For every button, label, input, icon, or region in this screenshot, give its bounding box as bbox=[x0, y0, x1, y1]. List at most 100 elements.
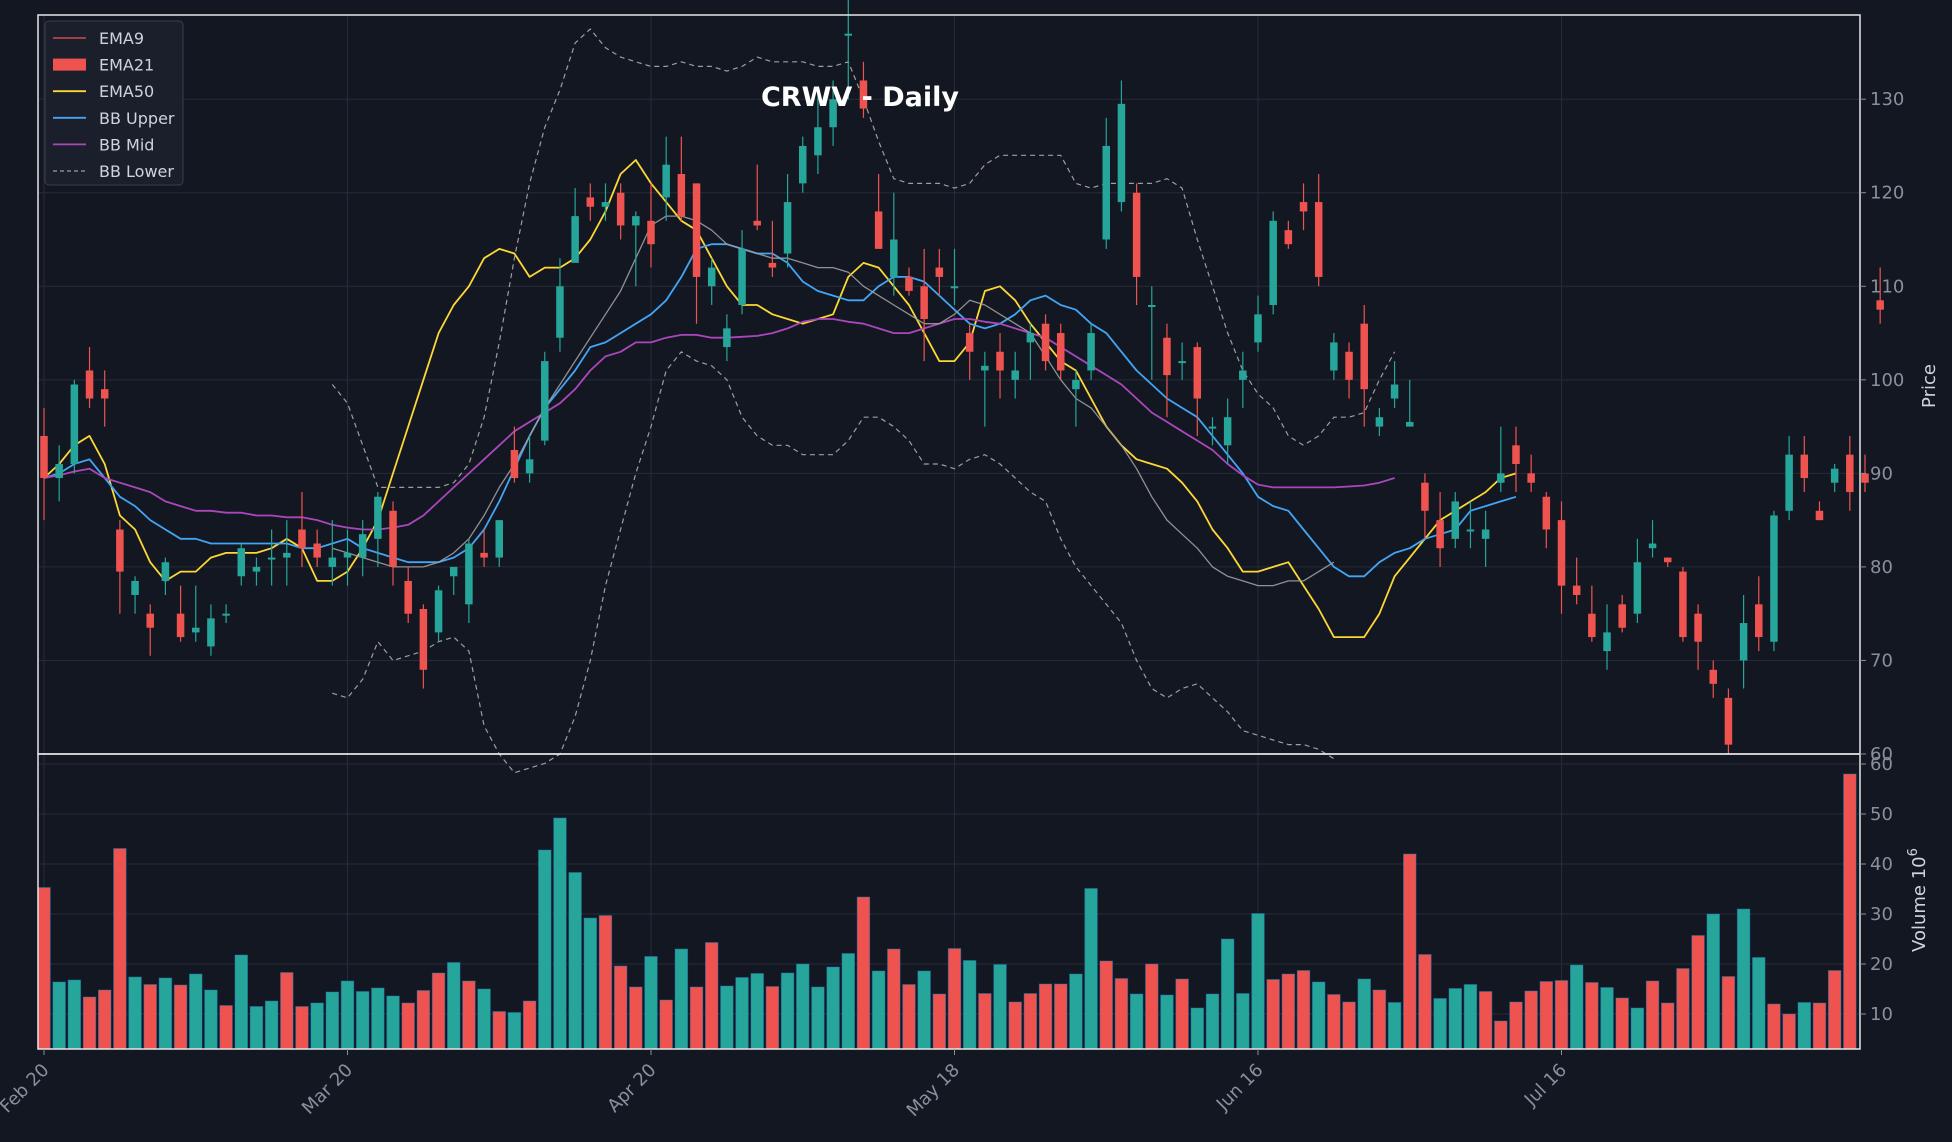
volume-bar bbox=[978, 993, 992, 1050]
candle bbox=[1087, 323, 1095, 380]
candle bbox=[480, 529, 488, 567]
candle bbox=[1785, 435, 1793, 521]
volume-bar bbox=[67, 979, 82, 1050]
volume-bar bbox=[765, 986, 780, 1050]
price-tick-label: 110 bbox=[1870, 276, 1904, 297]
candle bbox=[207, 604, 215, 656]
candle bbox=[465, 538, 473, 624]
volume-bar bbox=[522, 1000, 537, 1050]
candle bbox=[890, 192, 898, 296]
candle bbox=[192, 585, 200, 642]
candle-body bbox=[449, 566, 458, 577]
candle bbox=[920, 248, 928, 362]
candle-body bbox=[1451, 501, 1460, 539]
volume-bar bbox=[1327, 994, 1341, 1050]
chart-title: CRWV - Daily bbox=[761, 82, 959, 113]
candle-body bbox=[404, 580, 412, 614]
candle-body bbox=[480, 552, 488, 558]
candle bbox=[1648, 520, 1657, 558]
candle bbox=[283, 520, 291, 586]
candle-body bbox=[844, 33, 853, 36]
candle bbox=[647, 183, 655, 268]
candle-body bbox=[738, 248, 746, 305]
candle bbox=[1633, 538, 1642, 624]
candle-body bbox=[495, 520, 503, 558]
candle-body bbox=[1861, 473, 1869, 483]
candle-body bbox=[829, 99, 837, 128]
candle bbox=[1694, 604, 1702, 670]
candle-body bbox=[1466, 529, 1475, 532]
candle-body bbox=[1254, 314, 1262, 343]
candle bbox=[1041, 314, 1050, 371]
candle bbox=[1755, 576, 1763, 652]
volume-tick-label: 60 bbox=[1870, 754, 1893, 775]
candle-body bbox=[1284, 230, 1293, 245]
candle-body bbox=[1800, 454, 1809, 479]
candle bbox=[996, 333, 1004, 399]
candle-body bbox=[1709, 669, 1717, 684]
candle-body bbox=[176, 613, 185, 638]
candle-body bbox=[465, 543, 473, 605]
volume-bar bbox=[1114, 978, 1129, 1050]
candle bbox=[1360, 304, 1368, 427]
legend-label: BB Mid bbox=[99, 135, 154, 154]
candle bbox=[723, 314, 731, 362]
volume-bar bbox=[1190, 1007, 1205, 1050]
candle bbox=[1375, 407, 1384, 436]
volume-bar bbox=[1524, 990, 1538, 1050]
volume-bar bbox=[1585, 982, 1599, 1050]
candle bbox=[1406, 379, 1414, 427]
volume-bar bbox=[1281, 973, 1296, 1050]
candle bbox=[1618, 594, 1626, 633]
volume-bar bbox=[52, 981, 66, 1050]
candle-body bbox=[1056, 333, 1065, 371]
candle-body bbox=[1572, 585, 1581, 595]
volume-bar bbox=[887, 948, 901, 1050]
candle bbox=[814, 89, 822, 175]
candle bbox=[965, 323, 974, 380]
candle bbox=[1148, 286, 1156, 380]
candle-body bbox=[1117, 103, 1126, 203]
candle-body bbox=[358, 534, 367, 558]
volume-bar bbox=[871, 970, 886, 1050]
candle-body bbox=[707, 267, 716, 287]
candle-body bbox=[1512, 445, 1520, 465]
candle bbox=[1436, 492, 1444, 567]
candle bbox=[55, 445, 63, 502]
volume-bar bbox=[1008, 1001, 1022, 1050]
candle-body bbox=[723, 328, 731, 348]
candle-body bbox=[905, 276, 913, 291]
volume-bar bbox=[1129, 993, 1144, 1050]
candle-body bbox=[814, 127, 822, 156]
candle-body bbox=[1330, 342, 1338, 371]
candle-body bbox=[799, 145, 807, 184]
candle bbox=[313, 529, 321, 567]
candle-body bbox=[1815, 510, 1824, 521]
candle bbox=[556, 258, 564, 352]
volume-bar bbox=[1706, 913, 1720, 1050]
candle bbox=[1588, 585, 1596, 642]
volume-bar bbox=[401, 1002, 415, 1050]
volume-bar bbox=[1038, 983, 1053, 1050]
candle bbox=[1466, 501, 1475, 549]
volume-bar bbox=[1312, 981, 1326, 1050]
candle bbox=[1481, 510, 1490, 567]
volume-bar bbox=[189, 973, 203, 1050]
candle-body bbox=[935, 267, 944, 277]
volume-bar bbox=[1752, 957, 1766, 1050]
candle-body bbox=[950, 286, 959, 289]
candle-body bbox=[525, 459, 534, 474]
volume-bar bbox=[295, 1006, 309, 1050]
volume-bar bbox=[1676, 968, 1690, 1050]
candle bbox=[1557, 501, 1566, 614]
candle-body bbox=[1193, 347, 1202, 399]
candle bbox=[328, 520, 337, 586]
candle-body bbox=[85, 370, 94, 399]
volume-axis-label-exponent: 6 bbox=[1906, 848, 1921, 856]
candle-body bbox=[981, 365, 989, 371]
volume-bar bbox=[1782, 1013, 1796, 1050]
volume-bar bbox=[629, 986, 643, 1050]
candle bbox=[1072, 370, 1080, 427]
candle bbox=[176, 585, 185, 642]
candle-body bbox=[1208, 426, 1217, 429]
